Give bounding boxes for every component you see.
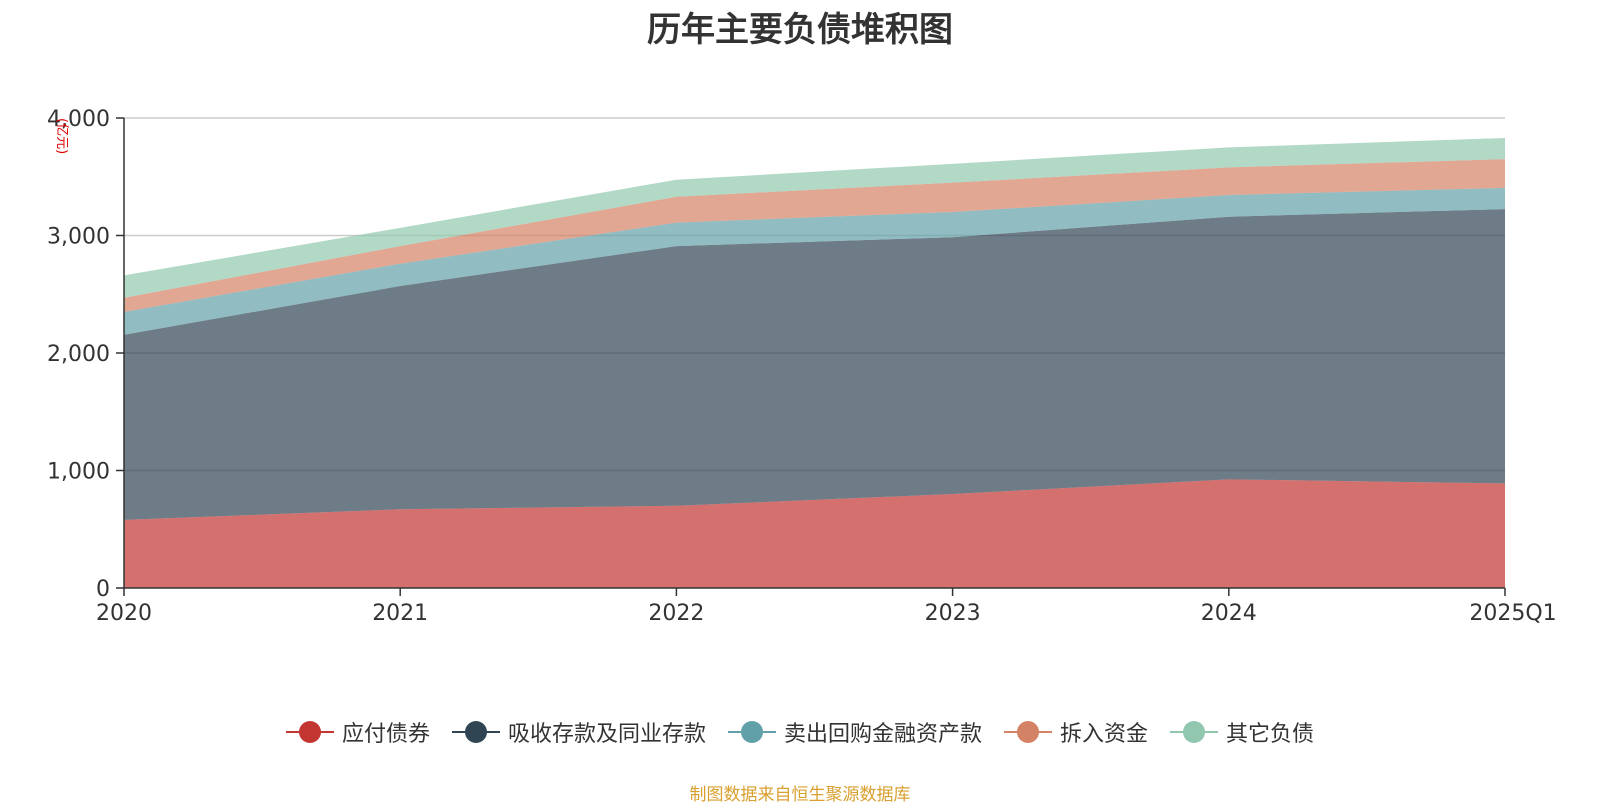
x-tick-label: 2023 bbox=[925, 601, 981, 626]
series-area bbox=[124, 137, 1505, 298]
x-tick-label: 2021 bbox=[372, 601, 428, 626]
series-area bbox=[124, 159, 1505, 312]
legend-item[interactable]: 拆入资金 bbox=[1004, 716, 1148, 748]
y-tick-label: 2,000 bbox=[47, 342, 110, 367]
y-tick-label: 4,000 bbox=[47, 107, 110, 132]
legend-item[interactable]: 其它负债 bbox=[1170, 716, 1314, 748]
legend-item[interactable]: 应付债券 bbox=[285, 716, 430, 748]
legend-item[interactable]: 吸收存款及同业存款 bbox=[451, 716, 706, 748]
legend-label: 应付债券 bbox=[341, 722, 430, 747]
legend-marker-icon bbox=[451, 720, 500, 744]
axes: 0 1,000 2,000 3,000 4,000 2020 2021 2022 2023 202… bbox=[47, 107, 1557, 626]
legend-label: 吸收存款及同业存款 bbox=[507, 722, 706, 747]
legend-label: 拆入资金 bbox=[1060, 722, 1149, 747]
y-tick-label: 3,000 bbox=[47, 225, 110, 250]
legend-marker-icon bbox=[727, 720, 776, 744]
y-tick-label: 0 bbox=[96, 577, 110, 602]
series-area bbox=[124, 479, 1505, 588]
y-axis-unit-label: (亿元) bbox=[54, 118, 69, 154]
x-tick-label: 2024 bbox=[1201, 601, 1257, 626]
source-note: 制图数据来自恒生聚源数据库 bbox=[689, 785, 911, 805]
chart-title: 历年主要负债堆积图 bbox=[647, 10, 953, 50]
legend-marker-icon bbox=[1170, 720, 1219, 744]
legend-marker-icon bbox=[1004, 720, 1052, 744]
x-tick-label: 2022 bbox=[648, 601, 704, 626]
series-area bbox=[124, 209, 1505, 520]
y-tick-label: 1,000 bbox=[47, 460, 110, 485]
x-tick-label: 2025Q1 bbox=[1469, 601, 1556, 626]
legend: 应付债券 吸收存款及同业存款 卖出回购金融资产款 拆入资金 其它负债 bbox=[0, 716, 1600, 748]
legend-marker-icon bbox=[285, 720, 334, 744]
legend-label: 其它负债 bbox=[1226, 722, 1315, 747]
legend-item[interactable]: 卖出回购金融资产款 bbox=[727, 716, 982, 748]
x-tick-label: 2020 bbox=[96, 601, 152, 626]
legend-label: 卖出回购金融资产款 bbox=[783, 722, 982, 747]
series-area bbox=[124, 187, 1505, 335]
series-areas bbox=[124, 137, 1505, 588]
